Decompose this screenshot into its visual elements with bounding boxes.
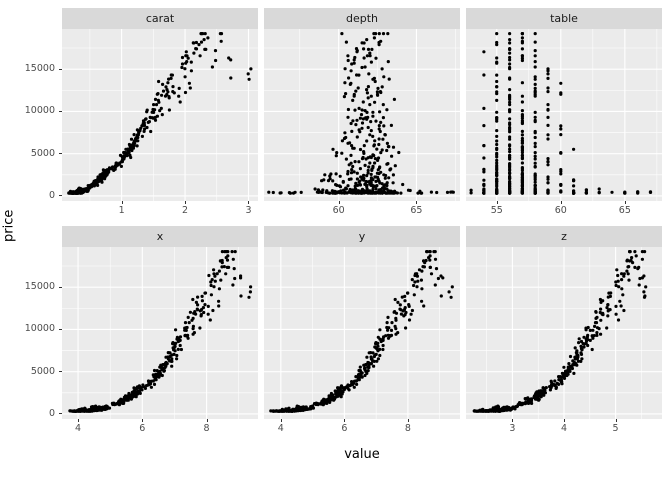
x-tick-label: 5 <box>612 423 619 434</box>
gridlines <box>62 29 258 201</box>
y-tick-mark <box>59 68 62 70</box>
x-axis-depth: 60 65 <box>264 201 460 226</box>
x-tick-label: 4 <box>277 423 284 434</box>
y-tick-label: 0 <box>48 407 55 419</box>
y-tick-label: 15000 <box>24 63 55 75</box>
facet-strip-x: x <box>62 226 258 247</box>
y-tick-mark <box>59 328 62 330</box>
x-tick-label: 4 <box>75 423 82 434</box>
x-tick-label: 65 <box>618 205 631 216</box>
gridlines <box>62 247 258 419</box>
facet-panel-x <box>62 247 258 419</box>
y-tick-mark <box>59 371 62 373</box>
x-tick-label: 1 <box>118 205 125 216</box>
x-axis-y: 4 6 8 <box>264 419 460 444</box>
x-tick-label: 2 <box>182 205 189 216</box>
x-tick-mark <box>407 419 409 422</box>
facet-strip-depth: depth <box>264 8 460 29</box>
x-tick-mark <box>248 201 250 204</box>
y-tick-label: 0 <box>48 189 55 201</box>
facet-strip-y: y <box>264 226 460 247</box>
x-tick-label: 65 <box>410 205 423 216</box>
x-tick-mark <box>142 419 144 422</box>
x-tick-label: 8 <box>404 423 411 434</box>
facet-panel-y <box>264 247 460 419</box>
x-tick-mark <box>496 201 498 204</box>
x-axis-carat: 1 2 3 <box>62 201 258 226</box>
y-axis-ticks-top: 0 5000 10000 15000 <box>18 29 62 201</box>
y-tick-mark <box>59 153 62 155</box>
x-tick-label: 3 <box>245 205 252 216</box>
y-tick-label: 5000 <box>30 147 55 159</box>
facet-panel-z <box>466 247 662 419</box>
y-axis-ticks-bottom: 0 5000 10000 15000 <box>18 247 62 419</box>
x-tick-mark <box>78 419 80 422</box>
points-layer <box>472 250 648 413</box>
x-tick-mark <box>560 201 562 204</box>
y-axis-title: price <box>1 209 17 243</box>
points-layer <box>269 250 454 413</box>
facet-strip-table: table <box>466 8 662 29</box>
x-tick-label: 3 <box>509 423 516 434</box>
x-axis-title: value <box>344 447 380 462</box>
x-tick-mark <box>416 201 418 204</box>
scatter-canvas-table <box>466 29 662 201</box>
y-tick-mark <box>59 110 62 112</box>
x-tick-mark <box>624 201 626 204</box>
y-tick-label: 10000 <box>24 105 55 117</box>
x-tick-label: 6 <box>341 423 348 434</box>
x-tick-mark <box>344 419 346 422</box>
y-tick-label: 5000 <box>30 365 55 377</box>
y-tick-label: 15000 <box>24 281 55 293</box>
facet-strip-z: z <box>466 226 662 247</box>
x-axis-z: 3 4 5 <box>466 419 662 444</box>
x-tick-mark <box>185 201 187 204</box>
x-tick-mark <box>280 419 282 422</box>
points-layer <box>68 250 253 413</box>
scatter-canvas-z <box>466 247 662 419</box>
x-tick-mark <box>564 419 565 422</box>
points-layer <box>267 32 455 195</box>
facet-panel-carat <box>62 29 258 201</box>
x-axis-table: 55 60 65 <box>466 201 662 226</box>
x-tick-mark <box>206 419 208 422</box>
x-tick-label: 4 <box>560 423 568 434</box>
y-tick-label: 10000 <box>24 323 55 335</box>
scatter-canvas-x <box>62 247 258 419</box>
y-tick-mark <box>59 195 62 197</box>
x-tick-label: 55 <box>490 205 503 216</box>
x-tick-label: 60 <box>332 205 345 216</box>
scatter-canvas-y <box>264 247 460 419</box>
gridlines <box>264 247 460 419</box>
y-tick-mark <box>59 413 62 415</box>
scatter-canvas-carat <box>62 29 258 201</box>
x-tick-label: 8 <box>203 423 210 434</box>
points-layer <box>469 32 653 195</box>
x-axis-x: 4 6 8 <box>62 419 258 444</box>
x-tick-mark <box>121 201 123 204</box>
facet-panel-depth <box>264 29 460 201</box>
facet-panel-table <box>466 29 662 201</box>
scatter-canvas-depth <box>264 29 460 201</box>
x-tick-label: 60 <box>554 205 567 216</box>
x-tick-mark <box>615 419 617 422</box>
x-tick-mark <box>512 419 514 422</box>
facet-strip-carat: carat <box>62 8 258 29</box>
points-layer <box>67 32 253 195</box>
x-tick-mark <box>338 201 340 204</box>
x-tick-label: 6 <box>139 423 146 434</box>
y-tick-mark <box>59 286 62 288</box>
